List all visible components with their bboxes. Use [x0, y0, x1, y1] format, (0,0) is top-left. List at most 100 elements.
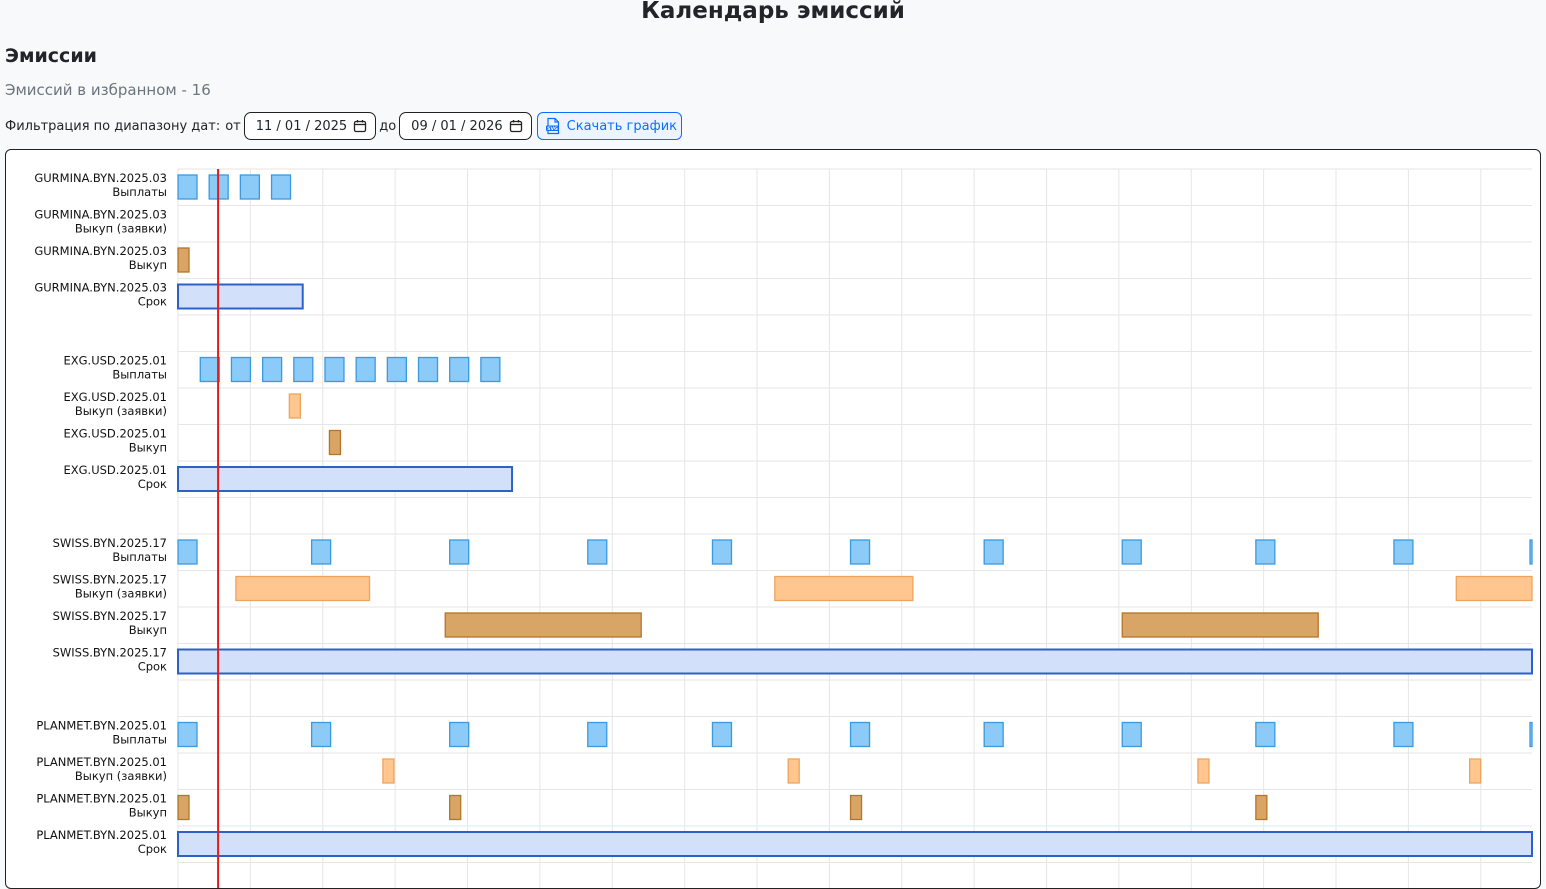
row-label-kind: Выкуп	[129, 258, 167, 272]
timeline-bar-payment	[711, 721, 733, 748]
timeline-bar-payment	[355, 356, 376, 383]
timeline-bar-payment	[983, 721, 1004, 748]
timeline-bar-payment	[1393, 539, 1414, 565]
timeline-bar-payment	[449, 539, 470, 565]
row-label-issue: PLANMET.BYN.2025.01	[36, 828, 167, 842]
row-label-issue: SWISS.BYN.2025.17	[53, 646, 167, 660]
timeline-bar-payment	[449, 356, 470, 383]
timeline-bar-payment	[983, 539, 1004, 565]
timeline-bar-buyback-request	[1197, 758, 1210, 784]
row-label-kind: Выкуп	[129, 441, 167, 455]
date-from-input[interactable]: 11 / 01 / 2025	[243, 112, 377, 140]
timeline-bar-payment	[310, 721, 332, 748]
timeline-bar-buyback	[849, 794, 863, 821]
timeline-bar-payment	[1255, 721, 1276, 748]
page-title: Календарь эмиссий	[641, 0, 905, 24]
timeline-bar-payment	[230, 356, 252, 383]
filter-to-label: до	[379, 118, 397, 134]
timeline-bar-payment	[849, 721, 871, 748]
svg-text:SVG: SVG	[547, 126, 558, 132]
row-label-issue: SWISS.BYN.2025.17	[53, 536, 167, 550]
timeline-bar-buyback-request	[235, 575, 371, 602]
timeline-bar-payment	[386, 356, 407, 383]
timeline-bar-buyback	[1121, 612, 1319, 638]
timeline-bar-buyback	[449, 794, 462, 821]
row-label-issue: SWISS.BYN.2025.17	[53, 609, 167, 623]
row-label-kind: Срок	[138, 295, 167, 309]
row-label-kind: Выкуп (заявки)	[75, 769, 167, 783]
row-label-issue: GURMINA.BYN.2025.03	[34, 244, 167, 258]
row-label-kind: Выкуп	[129, 623, 167, 637]
timeline-bar-payment	[177, 539, 198, 565]
row-label-kind: Выкуп (заявки)	[75, 404, 167, 418]
timeline-bar-payment	[417, 356, 439, 383]
date-to-value: 09 / 01 / 2026	[411, 118, 503, 134]
timeline-bar-payment	[449, 721, 470, 748]
row-label-issue: SWISS.BYN.2025.17	[53, 573, 167, 587]
timeline-bar-buyback-request	[774, 575, 914, 602]
section-title: Эмиссии	[5, 45, 97, 67]
row-label-issue: GURMINA.BYN.2025.03	[34, 208, 167, 222]
timeline-bar-payment	[261, 356, 283, 383]
timeline-bar-buyback-request	[382, 758, 395, 784]
timeline-bar-payment	[310, 539, 332, 565]
download-chart-label: Скачать график	[566, 118, 678, 134]
calendar-icon[interactable]	[509, 119, 523, 133]
timeline-bar-payment	[1529, 539, 1533, 565]
timeline-bar-payment	[849, 539, 871, 565]
timeline-bar-payment	[293, 356, 314, 383]
date-to-input[interactable]: 09 / 01 / 2026	[399, 112, 532, 140]
svg-file-icon: SVG	[545, 117, 559, 135]
row-label-kind: Срок	[138, 477, 167, 491]
timeline-bar-payment	[480, 356, 501, 383]
row-label-kind: Срок	[138, 660, 167, 674]
timeline-bar-payment	[177, 174, 198, 200]
download-chart-button[interactable]: SVG Скачать график	[536, 112, 683, 140]
timeline-bar-payment	[1121, 721, 1142, 748]
timeline-bar-payment	[270, 174, 292, 200]
row-label-kind: Выплаты	[112, 733, 167, 747]
timeline-bar-payment	[1121, 539, 1142, 565]
row-label-issue: EXG.USD.2025.01	[64, 354, 168, 368]
timeline-bar-buyback	[328, 429, 342, 456]
timeline-bar-payment	[239, 174, 261, 200]
row-label-kind: Срок	[138, 842, 167, 856]
timeline-bar-payment	[1529, 721, 1533, 748]
timeline-bar-payment	[1255, 539, 1276, 565]
timeline-bar-buyback-request	[787, 758, 800, 784]
row-label-kind: Выплаты	[112, 550, 167, 564]
timeline-bar-payment	[1393, 721, 1414, 748]
row-label-kind: Выкуп (заявки)	[75, 587, 167, 601]
timeline-bar-payment	[587, 539, 608, 565]
filter-from-label: от	[225, 118, 241, 134]
timeline-bar-term	[177, 831, 1533, 857]
timeline-bar-buyback-request	[1468, 758, 1482, 784]
timeline-chart: GURMINA.BYN.2025.03ВыплатыGURMINA.BYN.20…	[34, 168, 1533, 888]
calendar-icon[interactable]	[353, 119, 367, 133]
timeline-bar-buyback	[444, 612, 642, 638]
timeline-bar-payment	[711, 539, 733, 565]
timeline-bar-buyback	[1255, 794, 1268, 821]
favorites-count: Эмиссий в избранном - 16	[5, 81, 211, 99]
row-label-issue: PLANMET.BYN.2025.01	[36, 792, 167, 806]
timeline-bar-payment	[177, 721, 198, 748]
timeline-bar-buyback	[177, 794, 190, 821]
row-label-issue: PLANMET.BYN.2025.01	[36, 755, 167, 769]
row-label-issue: EXG.USD.2025.01	[64, 463, 168, 477]
timeline-bar-buyback	[177, 247, 190, 273]
row-label-issue: PLANMET.BYN.2025.01	[36, 719, 167, 733]
row-label-kind: Выкуп	[129, 806, 167, 820]
row-label-kind: Выплаты	[112, 185, 167, 199]
timeline-bar-payment	[199, 356, 220, 383]
row-label-kind: Выкуп (заявки)	[75, 222, 167, 236]
row-label-issue: GURMINA.BYN.2025.03	[34, 171, 167, 185]
date-filter: Фильтрация по диапазону дат: от 11 / 01 …	[5, 111, 683, 141]
timeline-bar-term	[177, 283, 304, 310]
timeline-bar-buyback-request	[288, 393, 301, 419]
emissions-calendar-chart: GURMINA.BYN.2025.03 Выплаты GURMINA.BYN.20…	[5, 149, 1541, 889]
row-label-issue: EXG.USD.2025.01	[64, 390, 168, 404]
timeline-bar-term	[177, 466, 514, 492]
filter-label: Фильтрация по диапазону дат:	[5, 118, 221, 134]
row-label-issue: EXG.USD.2025.01	[64, 427, 168, 441]
timeline-bar-payment	[587, 721, 608, 748]
